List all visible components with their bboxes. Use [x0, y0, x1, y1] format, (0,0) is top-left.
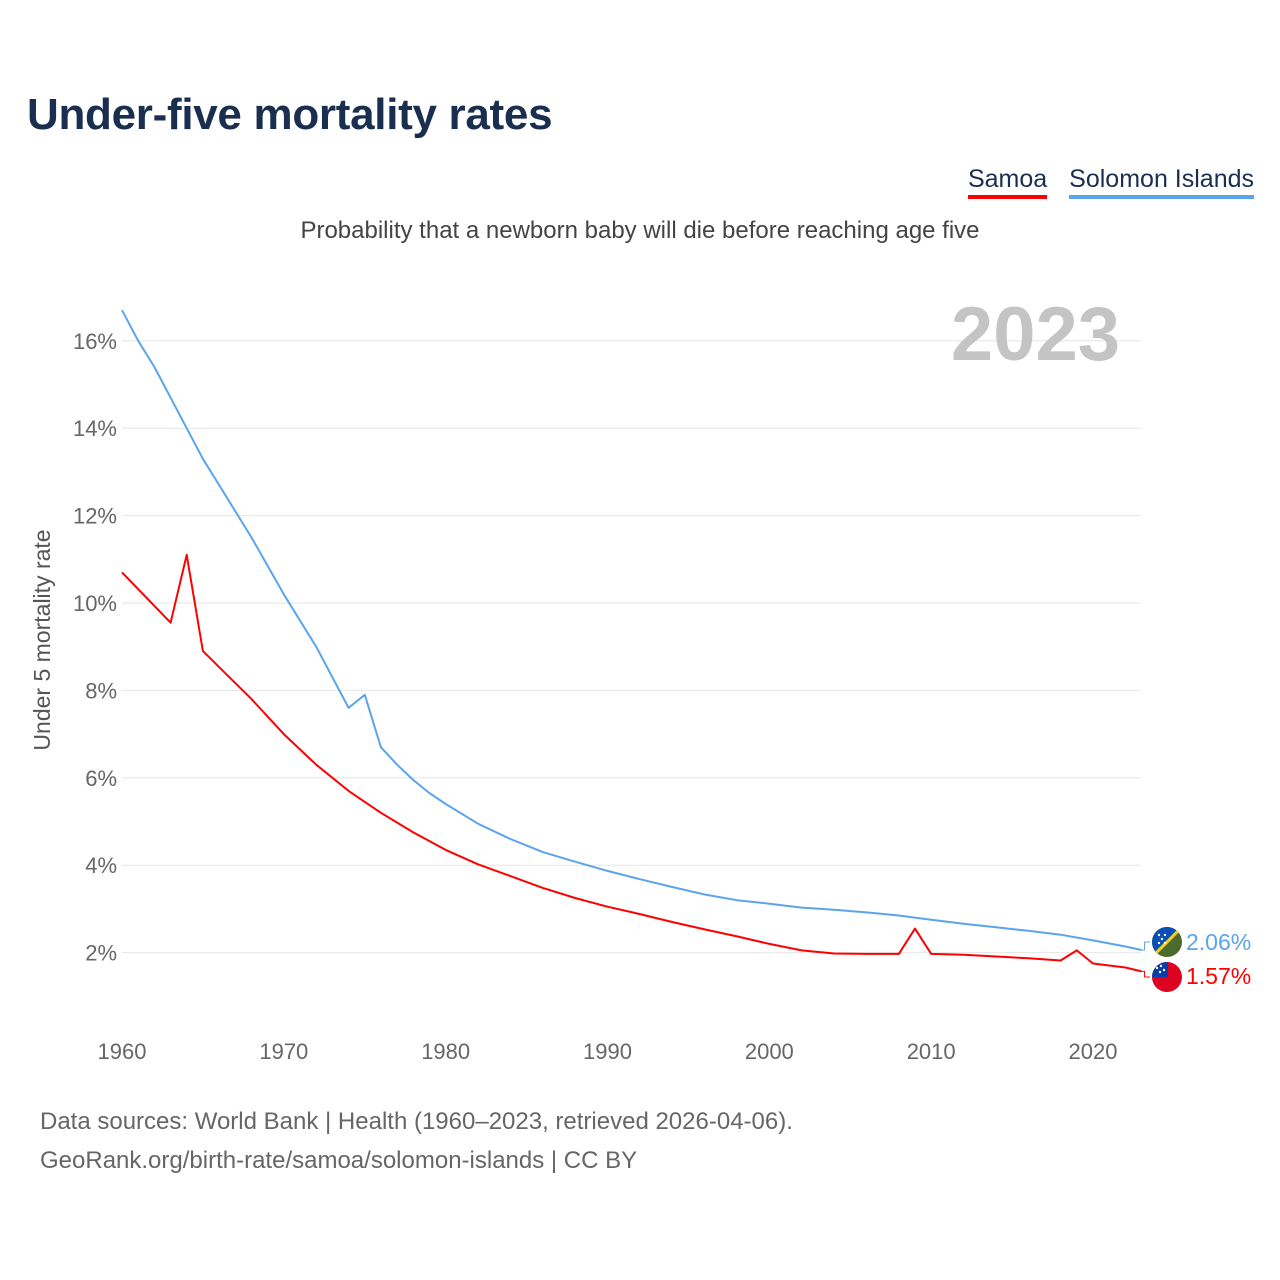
legend-item-samoa[interactable]: Samoa — [967, 165, 1048, 199]
y-tick-label: 2% — [85, 941, 117, 966]
y-tick-label: 6% — [85, 766, 117, 791]
y-tick-label: 16% — [73, 329, 117, 354]
x-tick-label: 2020 — [1069, 1039, 1118, 1064]
x-tick-label: 2000 — [745, 1039, 794, 1064]
x-tick-label: 1990 — [583, 1039, 632, 1064]
end-label-connector — [1141, 970, 1150, 978]
footer-link[interactable]: GeoRank.org/birth-rate/samoa/solomon-isl… — [40, 1147, 638, 1174]
y-tick-label: 14% — [73, 416, 117, 441]
footer-sources: Data sources: World Bank | Health (1960–… — [40, 1108, 793, 1135]
legend: Samoa Solomon Islands — [967, 165, 1254, 199]
y-tick-label: 8% — [85, 678, 117, 703]
y-tick-label: 4% — [85, 853, 117, 878]
year-label: 2023 — [951, 292, 1120, 377]
chart-subtitle: Probability that a newborn baby will die… — [300, 217, 980, 244]
y-tick-label: 12% — [73, 504, 117, 529]
solomon-islands-end-label: 2.06% — [1186, 929, 1251, 955]
x-tick-label: 1970 — [259, 1039, 308, 1064]
y-tick-label: 10% — [73, 591, 117, 616]
solomon-islands-flag-icon — [1152, 927, 1182, 957]
series-line-solomon-islands — [121, 309, 1142, 951]
x-tick-label: 1960 — [98, 1039, 147, 1064]
samoa-end-label: 1.57% — [1186, 963, 1251, 989]
legend-item-solomon-islands[interactable]: Solomon Islands — [1069, 165, 1254, 199]
x-tick-label: 2010 — [907, 1039, 956, 1064]
samoa-flag-icon — [1152, 962, 1182, 992]
series-line-samoa — [121, 553, 1142, 973]
y-axis-label: Under 5 mortality rate — [29, 529, 55, 750]
chart-title: Under-five mortality rates — [27, 90, 553, 139]
end-label-connector — [1141, 941, 1150, 951]
x-tick-label: 1980 — [421, 1039, 470, 1064]
